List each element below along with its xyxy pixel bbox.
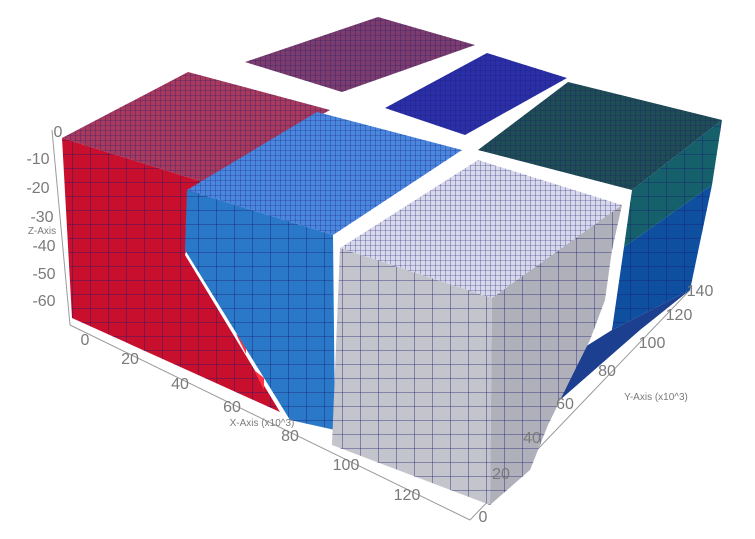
- y-tick-label: 0: [479, 509, 488, 526]
- z-tick-label: -50: [32, 266, 55, 283]
- mesh-block-back-dark-green: [478, 82, 722, 400]
- y-tick-label: 140: [687, 283, 714, 300]
- x-tick-label: 100: [333, 457, 360, 474]
- y-tick-label: 40: [523, 430, 541, 447]
- z-tick-label: 0: [54, 124, 63, 141]
- mesh-block-back-purple: [245, 17, 475, 92]
- z-axis: 0 -10 -20 -30 Z-Axis -40 -50 -60: [26, 124, 62, 310]
- y-tick-label: 20: [492, 466, 510, 483]
- z-tick-label: -60: [32, 293, 55, 310]
- y-tick-label: 80: [598, 363, 616, 380]
- z-tick-label: -30: [30, 209, 53, 226]
- mesh-block-back-dark-blue: [385, 53, 567, 135]
- x-axis-title: X-Axis (x10^3): [230, 418, 295, 429]
- y-axis: 0 20 40 60 80 Y-Axis (x10^3) 100 120 140: [479, 283, 714, 526]
- z-tick-label: -10: [26, 151, 49, 168]
- x-tick-label: 120: [394, 487, 421, 504]
- mesh-block-mid-blue: [185, 112, 462, 430]
- y-tick-label: 120: [666, 307, 693, 324]
- z-tick-label: -20: [26, 180, 49, 197]
- mesh-block-front-red: [62, 72, 330, 412]
- z-axis-title: Z-Axis: [28, 226, 56, 237]
- y-tick-label: 60: [556, 396, 574, 413]
- y-tick-label: 100: [639, 335, 666, 352]
- z-tick-label: -40: [32, 238, 55, 255]
- x-axis: 0 20 40 60 X-Axis (x10^3) 80 100 120: [81, 332, 421, 504]
- x-tick-label: 80: [281, 428, 299, 445]
- x-tick-label: 60: [223, 399, 241, 416]
- mesh-block-front-white: [332, 160, 622, 505]
- x-tick-label: 40: [171, 376, 189, 393]
- x-tick-label: 20: [121, 351, 139, 368]
- x-tick-label: 0: [81, 332, 90, 349]
- y-axis-title: Y-Axis (x10^3): [624, 392, 688, 403]
